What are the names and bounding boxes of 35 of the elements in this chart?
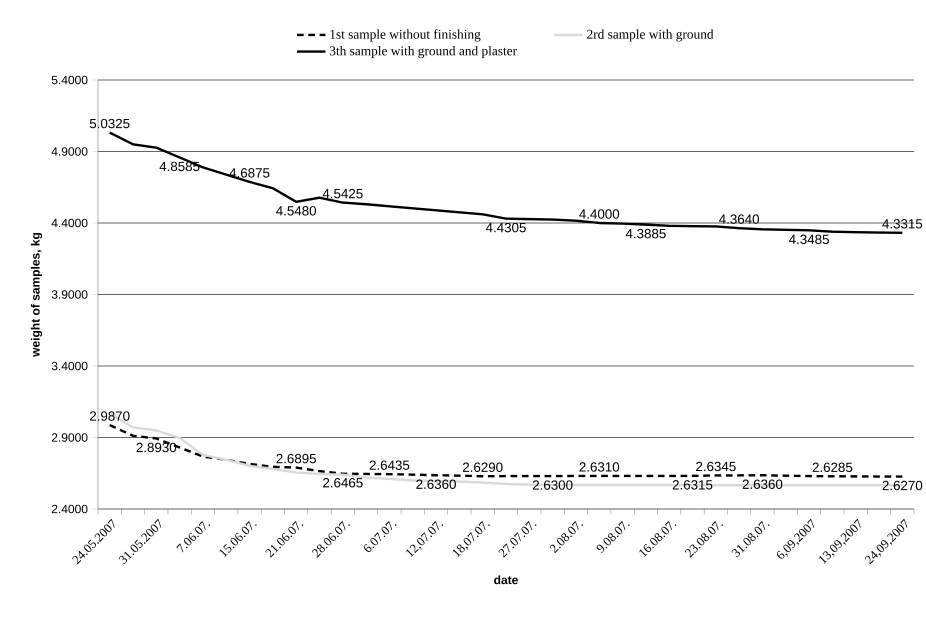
data-label: 2.6345: [696, 462, 736, 472]
y-tick-label: 2.9000: [52, 433, 88, 442]
legend-label: 1st sample without finishing: [330, 29, 481, 42]
y-tick-label: 4.9000: [52, 147, 88, 156]
data-label: 2.6360: [416, 480, 456, 489]
y-axis-title: weight of samples, kg: [30, 232, 42, 357]
data-label: 5.0325: [90, 118, 130, 128]
legend-label: 2rd sample with ground: [587, 29, 714, 42]
data-label: 2.6315: [672, 480, 712, 490]
data-label: 2.6465: [323, 478, 363, 488]
data-label: 2.6290: [462, 462, 503, 472]
y-tick-label: 5.4000: [52, 76, 88, 84]
x-axis-title: date: [494, 575, 518, 584]
data-label: 2.6270: [882, 480, 922, 490]
legend-label: 3th sample with ground and plaster: [330, 46, 517, 58]
data-label: 4.5425: [322, 188, 363, 198]
data-label: 4.3640: [719, 214, 760, 224]
data-label: 4.6875: [229, 168, 270, 178]
data-label: 2.6310: [580, 462, 620, 472]
data-label: 2.6300: [532, 480, 572, 490]
y-tick-label: 3.9000: [52, 290, 88, 299]
data-label: 2.6895: [276, 454, 316, 464]
data-label: 2.6360: [742, 480, 782, 489]
data-label: 4.4305: [486, 222, 526, 232]
data-label: 4.3485: [789, 234, 829, 244]
y-tick-label: 3.4000: [52, 362, 88, 370]
data-label: 4.3885: [626, 228, 666, 238]
data-label: 2.9870: [90, 411, 130, 421]
y-tick-label: 2.4000: [52, 504, 88, 514]
data-label: 4.5480: [276, 206, 316, 216]
data-label: 2.6435: [370, 460, 410, 470]
y-tick-label: 4.4000: [52, 218, 88, 228]
data-label: 2.6285: [812, 462, 852, 472]
data-label: 4.4000: [579, 209, 620, 219]
data-label: 2.8930: [136, 442, 176, 452]
